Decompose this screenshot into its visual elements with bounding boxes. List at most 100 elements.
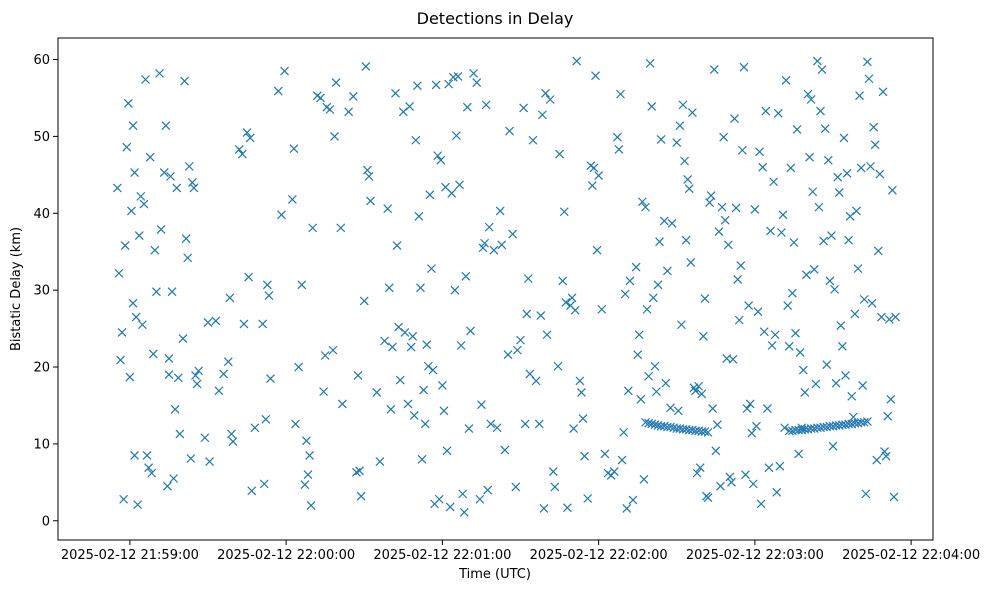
data-point — [725, 472, 735, 482]
data-point — [348, 92, 358, 101]
data-point — [816, 106, 825, 116]
data-point — [625, 276, 635, 286]
data-point — [406, 342, 416, 352]
data-point — [811, 379, 821, 389]
data-point — [186, 454, 196, 463]
data-point — [258, 319, 268, 329]
data-point — [461, 271, 471, 281]
data-point — [447, 188, 457, 198]
data-point — [316, 93, 325, 103]
data-point — [175, 429, 185, 439]
data-point — [531, 376, 541, 386]
data-point — [541, 88, 550, 98]
data-point — [503, 350, 513, 360]
data-point — [717, 202, 727, 212]
data-point — [858, 381, 868, 390]
data-point — [453, 72, 463, 81]
data-point — [359, 296, 369, 306]
y-tick-label: 20 — [33, 361, 50, 376]
data-point — [711, 446, 721, 456]
data-point — [675, 121, 685, 131]
data-point — [886, 394, 896, 404]
data-point — [291, 419, 300, 429]
data-point — [181, 234, 191, 244]
x-axis-label: Time (UTC) — [458, 567, 531, 582]
data-point — [297, 280, 307, 290]
data-point — [862, 417, 872, 427]
data-point — [416, 283, 425, 293]
data-point — [445, 502, 455, 512]
data-point — [497, 240, 507, 250]
data-point — [862, 57, 872, 67]
data-point — [420, 419, 430, 429]
data-point — [850, 309, 860, 319]
data-point — [266, 374, 275, 383]
data-point — [891, 312, 900, 322]
data-point — [814, 202, 824, 212]
data-point — [733, 274, 743, 284]
data-point — [577, 387, 586, 397]
data-point — [827, 231, 836, 240]
data-point — [714, 227, 724, 237]
data-point — [753, 307, 763, 317]
data-point — [659, 216, 669, 226]
data-point — [437, 381, 447, 390]
data-point — [572, 56, 582, 66]
data-point — [392, 241, 402, 250]
data-point — [798, 365, 808, 375]
data-point — [273, 86, 283, 96]
data-point — [194, 366, 204, 376]
data-point — [419, 385, 429, 395]
data-point — [644, 371, 654, 381]
data-point — [859, 294, 869, 304]
data-point — [822, 360, 832, 370]
x-tick-label: 2025-02-12 22:04:00 — [842, 548, 980, 563]
data-point — [678, 100, 688, 110]
data-point — [716, 481, 725, 491]
data-point — [802, 270, 811, 280]
data-point — [417, 454, 427, 464]
data-point — [152, 287, 161, 297]
data-point — [744, 301, 754, 310]
data-point — [180, 76, 189, 86]
data-point — [781, 75, 791, 85]
data-point — [686, 258, 696, 267]
data-point — [861, 489, 871, 499]
data-point — [805, 152, 814, 162]
data-point — [166, 171, 175, 181]
data-point — [427, 264, 436, 274]
y-tick-label: 10 — [33, 437, 50, 452]
data-point — [852, 206, 861, 216]
data-point — [639, 474, 649, 484]
data-point — [237, 149, 247, 159]
data-point — [723, 240, 733, 250]
data-point — [300, 480, 310, 490]
data-point — [156, 224, 166, 234]
data-point — [820, 124, 830, 134]
data-point — [462, 102, 472, 112]
data-point — [203, 318, 213, 327]
data-point — [747, 428, 757, 438]
data-point — [319, 387, 329, 397]
data-point — [475, 494, 485, 504]
data-point — [681, 235, 691, 245]
data-point — [737, 145, 747, 155]
data-point — [289, 144, 299, 154]
data-point — [650, 361, 660, 371]
data-point — [125, 372, 135, 382]
data-point — [433, 151, 443, 161]
data-point — [736, 261, 746, 270]
y-tick-label: 60 — [33, 53, 50, 68]
data-point — [409, 411, 419, 420]
data-point — [542, 330, 552, 340]
data-point — [591, 71, 600, 81]
data-point — [306, 500, 316, 510]
data-point — [677, 320, 686, 330]
data-point — [787, 288, 797, 298]
data-point — [191, 371, 200, 380]
data-point — [806, 95, 816, 104]
data-point — [225, 293, 235, 303]
data-point — [619, 427, 629, 437]
data-point — [845, 211, 855, 221]
